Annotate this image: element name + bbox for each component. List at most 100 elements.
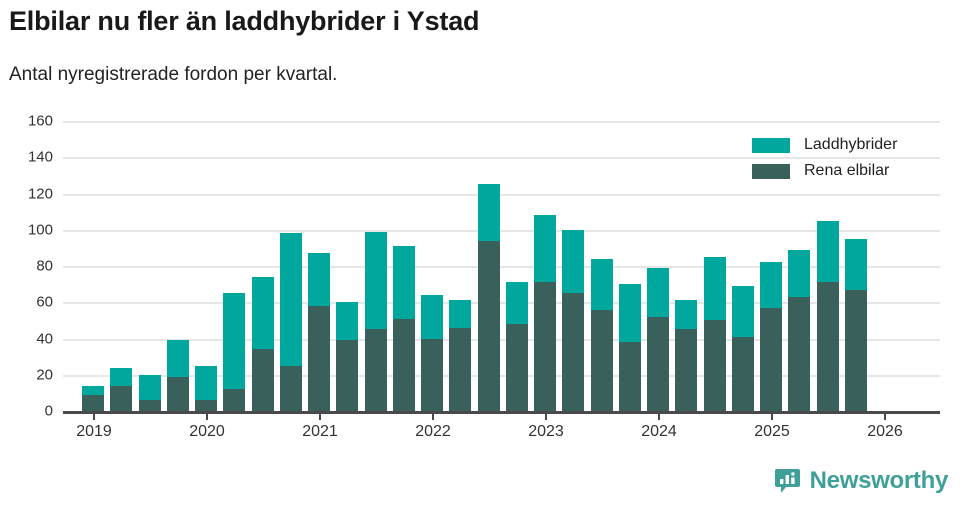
- y-axis-tick-label: 160: [27, 112, 53, 130]
- bar-2019-q1: [82, 385, 104, 411]
- gridline-160: 160: [28, 113, 940, 130]
- x-axis-tick: [771, 411, 773, 420]
- bar-segment-rena-elbilar: [82, 394, 104, 411]
- bar-segment-laddhybrider: [421, 295, 443, 339]
- x-axis: 2019 2020 2021 2022 2023 2024 2025 2026: [63, 411, 940, 455]
- bar-segment-laddhybrider: [647, 267, 669, 317]
- bar-segment-laddhybrider: [251, 276, 274, 350]
- x-axis-tick: [319, 411, 321, 420]
- bar-2024-q1: [647, 267, 669, 411]
- bar-2020-q3: [251, 276, 274, 411]
- bar-segment-laddhybrider: [760, 262, 782, 308]
- bar-segment-rena-elbilar: [505, 324, 528, 411]
- gridline-20: 20: [36, 366, 940, 383]
- bar-segment-laddhybrider: [392, 246, 415, 319]
- bar-series-container: [63, 121, 940, 411]
- bar-2019-q4: [166, 340, 189, 411]
- bar-segment-laddhybrider: [816, 220, 839, 283]
- legend-item-rena-elbilar: Rena elbilar: [752, 158, 897, 184]
- y-axis-tick-label: 80: [36, 257, 53, 275]
- bar-segment-rena-elbilar: [590, 309, 613, 411]
- page-subtitle: Antal nyregistrerade fordon per kvartal.: [9, 64, 338, 85]
- bar-segment-rena-elbilar: [279, 365, 302, 411]
- y-axis-tick-label: 100: [27, 221, 53, 239]
- bar-2024-q4: [731, 285, 754, 411]
- brand-name: Newsworthy: [809, 467, 949, 494]
- bar-segment-rena-elbilar: [251, 349, 274, 411]
- bar-segment-rena-elbilar: [731, 336, 754, 411]
- bar-2023-q3: [590, 258, 613, 411]
- x-axis-tick-label: 2026: [867, 423, 903, 440]
- bar-segment-laddhybrider: [844, 238, 867, 290]
- bar-segment-laddhybrider: [138, 374, 161, 401]
- gridline-0: 0: [45, 403, 940, 420]
- bar-segment-laddhybrider: [449, 300, 472, 328]
- x-axis-tick-label: 2024: [641, 423, 677, 440]
- bar-segment-laddhybrider: [703, 256, 726, 321]
- x-axis-tick-label: 2021: [302, 423, 338, 440]
- bar-segment-laddhybrider: [82, 385, 104, 395]
- chart-plot-area: 0 20 40 60 80 100 120 140 160: [28, 113, 940, 420]
- bar-2021-q1: [308, 253, 330, 411]
- bar-2022-q1: [421, 295, 443, 411]
- gridline-80: 80: [36, 258, 940, 275]
- bar-segment-rena-elbilar: [166, 376, 189, 411]
- bar-2020-q1: [195, 365, 217, 411]
- bar-2023-q2: [562, 229, 585, 411]
- bar-2021-q2: [336, 302, 359, 411]
- x-axis-tick-label: 2025: [754, 423, 790, 440]
- bar-segment-laddhybrider: [336, 302, 359, 341]
- bar-segment-rena-elbilar: [618, 342, 641, 411]
- bar-2022-q2: [449, 300, 472, 411]
- bar-segment-laddhybrider: [675, 300, 698, 330]
- bar-segment-rena-elbilar: [647, 316, 669, 411]
- bar-2024-q2: [675, 300, 698, 411]
- y-axis-tick-label: 20: [36, 366, 53, 384]
- bar-segment-laddhybrider: [562, 229, 585, 294]
- legend-item-laddhybrider: Laddhybrider: [752, 132, 897, 158]
- bar-segment-laddhybrider: [788, 249, 811, 297]
- legend-swatch-laddhybrider: [752, 137, 790, 153]
- bar-segment-laddhybrider: [505, 282, 528, 324]
- bar-segment-rena-elbilar: [562, 293, 585, 411]
- x-axis-tick-label: 2020: [189, 423, 225, 440]
- bar-2022-q3: [477, 184, 500, 411]
- bar-segment-rena-elbilar: [392, 318, 415, 411]
- bar-segment-laddhybrider: [110, 367, 133, 386]
- bar-segment-laddhybrider: [618, 284, 641, 343]
- bar-segment-rena-elbilar: [336, 340, 359, 411]
- newsworthy-logo: Newsworthy: [774, 467, 948, 495]
- gridline-100: 100: [28, 221, 940, 238]
- y-axis-tick-label: 0: [44, 402, 53, 420]
- bar-segment-rena-elbilar: [308, 305, 330, 411]
- legend-label-laddhybrider: Laddhybrider: [804, 136, 898, 153]
- bar-segment-rena-elbilar: [477, 240, 500, 411]
- x-axis-tick: [545, 411, 547, 420]
- bar-segment-laddhybrider: [279, 233, 302, 366]
- legend-swatch-rena-elbilar: [752, 163, 790, 179]
- bar-segment-rena-elbilar: [703, 320, 726, 411]
- y-axis-tick-label: 120: [27, 185, 53, 202]
- bar-2025-q3: [816, 220, 839, 411]
- bar-2023-q4: [618, 284, 641, 411]
- bar-segment-rena-elbilar: [421, 338, 443, 411]
- gridline-60: 60: [36, 294, 940, 311]
- bar-segment-rena-elbilar: [195, 400, 217, 411]
- bar-segment-laddhybrider: [731, 285, 754, 337]
- bar-segment-rena-elbilar: [223, 389, 246, 411]
- bar-2021-q3: [364, 231, 387, 411]
- x-axis-tick-label: 2022: [415, 423, 451, 440]
- bar-segment-laddhybrider: [534, 215, 556, 283]
- bar-segment-laddhybrider: [166, 340, 189, 377]
- x-axis-tick: [93, 411, 95, 420]
- bar-2023-q1: [534, 215, 556, 411]
- y-axis-tick-label: 40: [36, 330, 53, 347]
- y-axis-tick-label: 140: [27, 148, 53, 166]
- bar-segment-laddhybrider: [223, 293, 246, 390]
- bar-segment-rena-elbilar: [110, 385, 133, 411]
- bar-segment-rena-elbilar: [844, 289, 867, 411]
- bar-segment-laddhybrider: [477, 184, 500, 241]
- bar-2020-q2: [223, 293, 246, 411]
- bar-2024-q3: [703, 256, 726, 411]
- bar-2022-q4: [505, 282, 528, 411]
